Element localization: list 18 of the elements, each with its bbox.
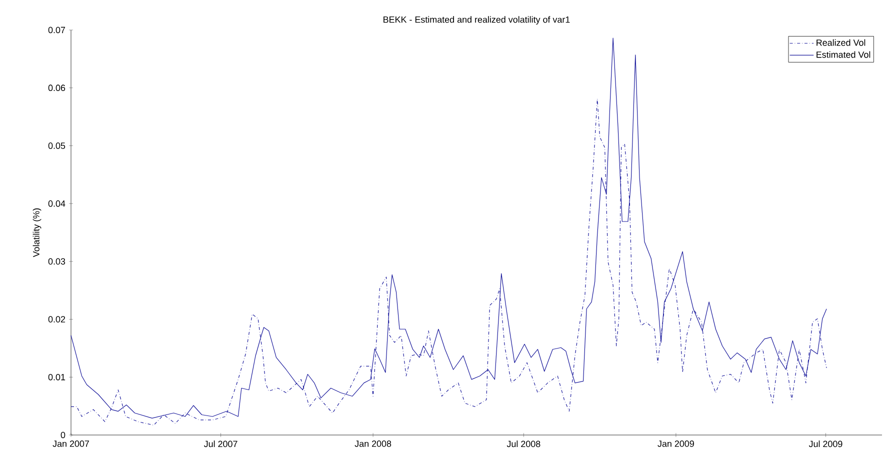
x-tick-label: Jul 2007 xyxy=(204,440,238,448)
legend-label: Estimated Vol xyxy=(816,51,870,58)
y-tick-label: 0 xyxy=(60,432,66,438)
x-tick-label: Jul 2008 xyxy=(506,440,540,448)
y-tick-label: 0.06 xyxy=(48,84,66,92)
legend-label: Realized Vol xyxy=(816,39,866,46)
y-tick-label: 0.07 xyxy=(48,26,66,34)
x-tick-label: Jan 2008 xyxy=(354,440,392,447)
x-tick-label: Jan 2007 xyxy=(52,440,89,447)
y-tick-label: 0.05 xyxy=(48,142,66,149)
y-tick-label: 0.04 xyxy=(48,200,66,207)
y-axis-title: Volatility (%) xyxy=(32,208,42,258)
y-tick-label: 0.03 xyxy=(48,258,66,265)
y-tick-label: 0.02 xyxy=(48,316,66,322)
chart-title: BEKK - Estimated and realized volatility of var1 xyxy=(384,16,570,24)
y-tick-label: 0.01 xyxy=(48,374,66,380)
x-tick-label: Jul 2009 xyxy=(808,440,842,448)
x-tick-label: Jan 2009 xyxy=(658,440,694,447)
